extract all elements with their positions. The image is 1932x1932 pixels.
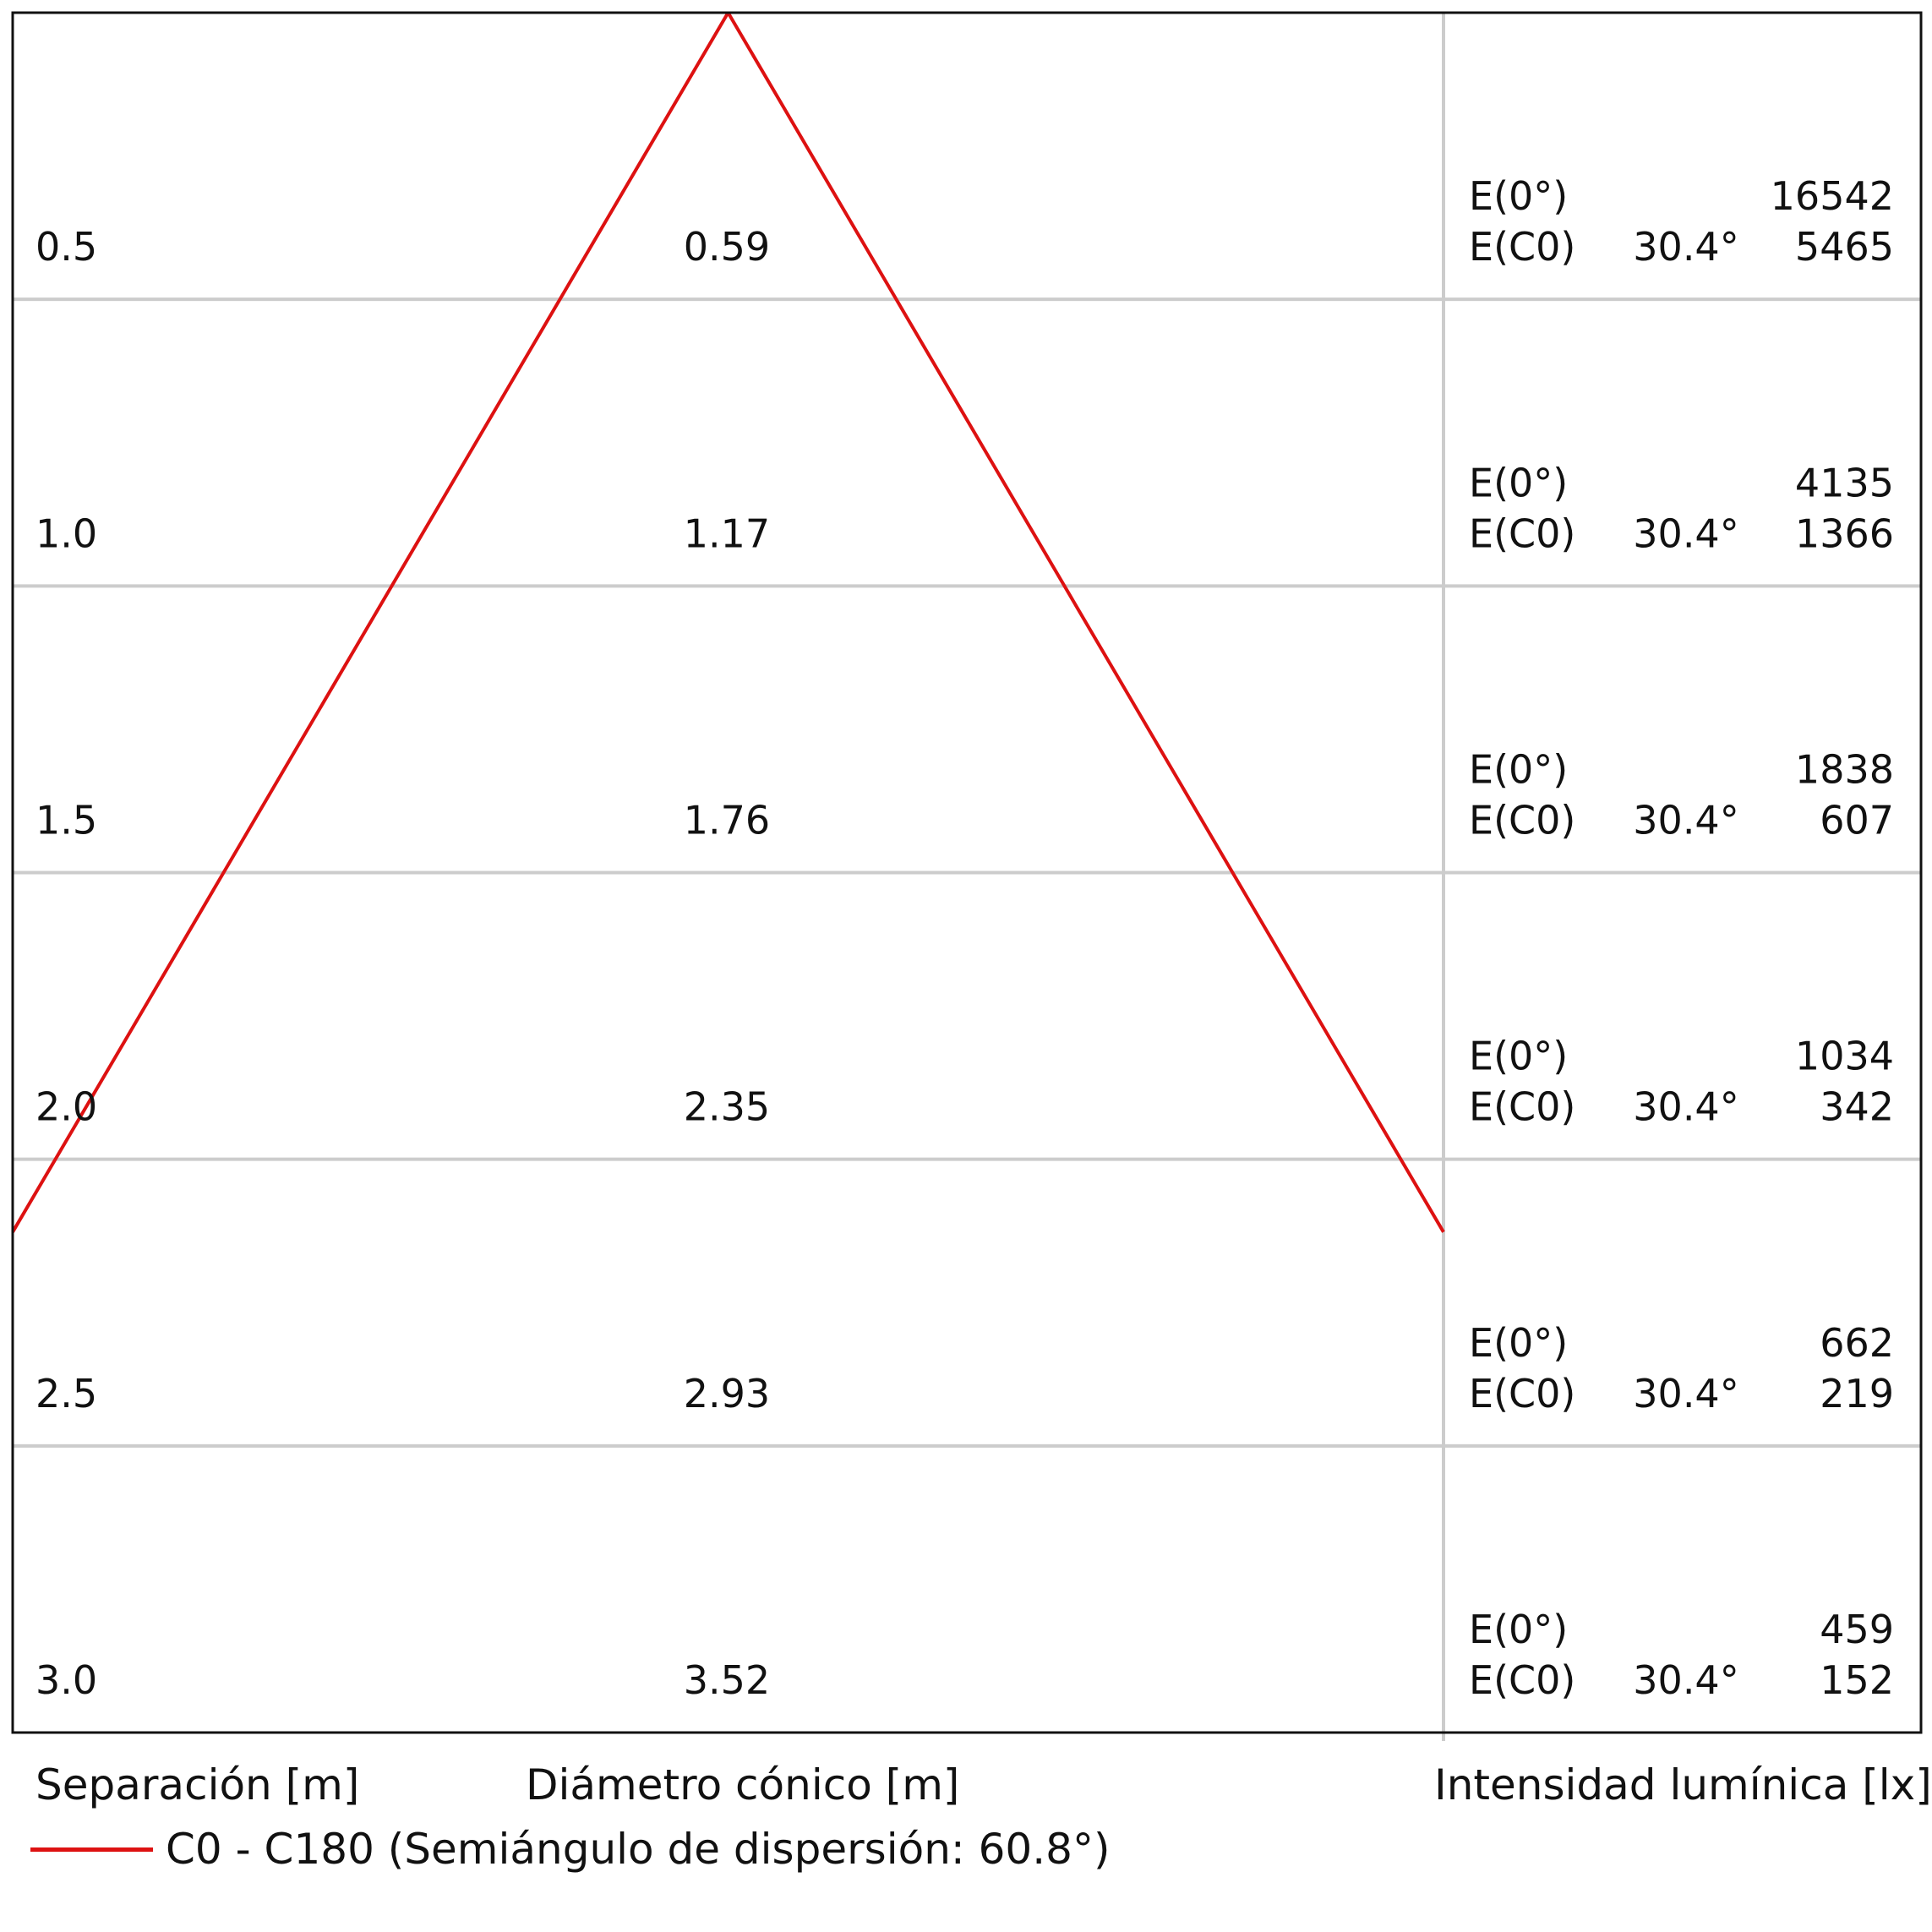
separation-value: 2.0 [35, 1084, 97, 1130]
ec-label: E(C0) [1469, 510, 1575, 556]
legend-swatch [30, 1847, 153, 1852]
diameter-axis-label: Diámetro cónico [m] [526, 1760, 960, 1809]
cone-right-edge [726, 11, 1445, 1233]
e0-label: E(0°) [1469, 1607, 1568, 1652]
diameter-value: 0.59 [684, 224, 770, 270]
separation-axis-label: Separación [m] [35, 1760, 360, 1809]
e0-label: E(0°) [1469, 460, 1568, 505]
separation-value: 3.0 [35, 1657, 97, 1703]
legend: C0 - C180 (Semiángulo de dispersión: 60.… [30, 1824, 1110, 1875]
ec-angle: 30.4° [1633, 1371, 1738, 1416]
cone-lines [11, 11, 1445, 1233]
e0-label: E(0°) [1469, 1034, 1568, 1079]
ec-angle: 30.4° [1633, 1657, 1738, 1703]
grid [13, 13, 1921, 1741]
ec-value: 219 [1820, 1371, 1894, 1416]
ec-angle: 30.4° [1633, 1084, 1738, 1130]
separation-value: 1.0 [35, 510, 97, 556]
legend-label: C0 - C180 (Semiángulo de dispersión: 60.… [166, 1825, 1111, 1874]
cone-left-edge [11, 11, 730, 1233]
e0-value: 4135 [1795, 460, 1894, 505]
illuminance-axis-label: Intensidad lumínica [lx] [1434, 1760, 1932, 1809]
diameter-value: 2.35 [684, 1084, 770, 1130]
ec-angle: 30.4° [1633, 224, 1738, 270]
separation-value: 1.5 [35, 798, 97, 843]
e0-label: E(0°) [1469, 747, 1568, 793]
separation-value: 0.5 [35, 224, 97, 270]
diameter-value: 3.52 [684, 1657, 770, 1703]
diameter-value: 2.93 [684, 1371, 770, 1416]
ec-label: E(C0) [1469, 1084, 1575, 1130]
diameter-value: 1.17 [684, 510, 770, 556]
ec-label: E(C0) [1469, 1657, 1575, 1703]
ec-label: E(C0) [1469, 798, 1575, 843]
ec-label: E(C0) [1469, 1371, 1575, 1416]
ec-value: 342 [1820, 1084, 1894, 1130]
e0-label: E(0°) [1469, 1320, 1568, 1366]
e0-label: E(0°) [1469, 173, 1568, 219]
separation-value: 2.5 [35, 1371, 97, 1416]
chart-frame [11, 11, 1923, 1734]
diameter-value: 1.76 [684, 798, 770, 843]
ec-angle: 30.4° [1633, 510, 1738, 556]
ec-value: 1366 [1795, 510, 1894, 556]
table-rows: 0.5 0.59 E(0°) 16542 E(C0) 30.4° 5465 1.0 1.17 E(… [35, 173, 1894, 1703]
e0-value: 459 [1820, 1607, 1894, 1652]
e0-value: 1838 [1795, 747, 1894, 793]
ec-label: E(C0) [1469, 224, 1575, 270]
ec-value: 607 [1820, 798, 1894, 843]
e0-value: 1034 [1795, 1034, 1894, 1079]
ec-angle: 30.4° [1633, 798, 1738, 843]
ec-value: 152 [1820, 1657, 1894, 1703]
e0-value: 16542 [1771, 173, 1894, 219]
e0-value: 662 [1820, 1320, 1894, 1366]
ec-value: 5465 [1795, 224, 1894, 270]
